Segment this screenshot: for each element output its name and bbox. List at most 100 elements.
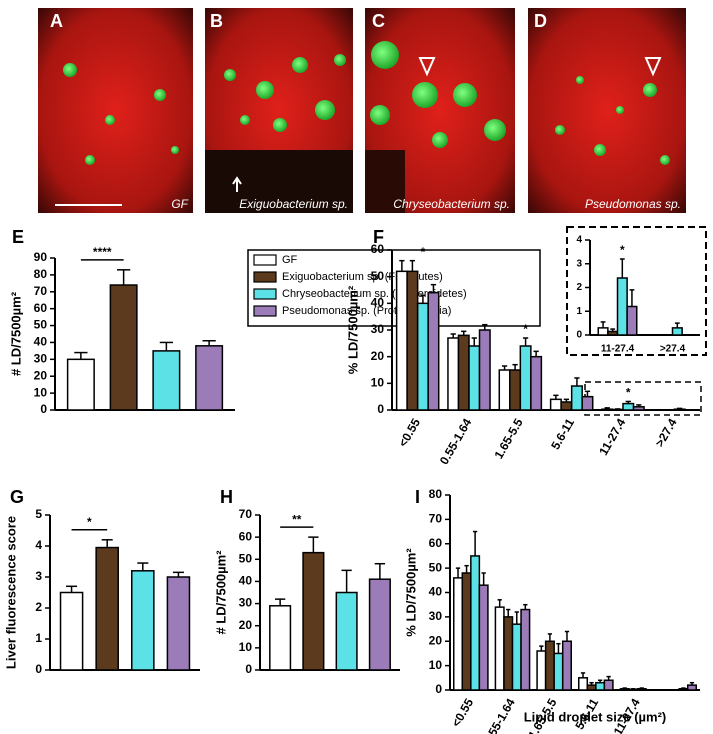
bar	[595, 681, 606, 691]
bar	[478, 329, 491, 411]
bar	[109, 284, 138, 411]
bar	[678, 688, 689, 691]
micrographs: A B C D GF Exiguobacterium sp. Chryseoba…	[38, 8, 686, 213]
bar	[536, 650, 547, 691]
bar	[686, 684, 697, 691]
bar	[131, 570, 155, 671]
bar	[628, 688, 639, 691]
bar	[509, 369, 522, 411]
bar	[570, 385, 583, 411]
y-tick-label: 2	[576, 282, 582, 293]
y-tick-label: 40	[239, 574, 253, 588]
y-tick-label: 4	[35, 538, 42, 552]
bar	[578, 677, 589, 691]
legend-label: Exiguobacterium sp. (Firmicutes)	[282, 271, 443, 283]
y-tick-label: 0	[377, 402, 384, 416]
bar	[519, 345, 532, 411]
panel-label: H	[220, 487, 233, 507]
x-tick-label: <0.55	[396, 416, 423, 450]
bar	[269, 605, 292, 671]
significance: *	[421, 245, 426, 259]
x-tick-label: 5.6-11	[548, 416, 577, 452]
legend-swatch	[253, 305, 277, 317]
x-axis-label: Lipid droplet size (µm²)	[524, 709, 667, 724]
panel-label: C	[372, 11, 385, 31]
significance: *	[620, 243, 625, 257]
legend-frame	[247, 249, 541, 327]
bar	[368, 578, 391, 671]
panel-label: G	[10, 487, 24, 507]
panel-label: A	[50, 11, 63, 31]
bar	[511, 623, 522, 691]
bar	[335, 591, 358, 671]
bar	[498, 369, 511, 411]
bar	[453, 577, 464, 691]
bar	[553, 652, 564, 691]
bar	[632, 406, 645, 411]
significance: *	[87, 515, 92, 529]
y-tick-label: 0	[576, 330, 582, 341]
y-tick-label: 30	[34, 352, 48, 366]
bar	[95, 546, 119, 671]
y-tick-label: 30	[429, 609, 443, 623]
x-tick-label: 11-27.4	[596, 416, 628, 458]
inset-frame	[566, 226, 707, 356]
y-tick-label: 50	[34, 318, 48, 332]
significance: *	[626, 386, 631, 400]
bar	[601, 408, 614, 411]
bar	[478, 584, 489, 691]
y-tick-label: 4	[576, 235, 582, 246]
y-tick-label: 80	[34, 267, 48, 281]
panel-label: E	[12, 227, 24, 247]
panel-label: F	[373, 227, 384, 247]
y-tick-label: 40	[429, 585, 443, 599]
y-tick-label: 60	[239, 529, 253, 543]
bar	[520, 608, 531, 691]
bar	[603, 679, 614, 691]
significance: *	[523, 322, 528, 336]
legend-label: GF	[282, 254, 298, 266]
y-tick-label: 0	[435, 682, 442, 696]
y-tick-label: 30	[239, 596, 253, 610]
y-axis-label: Liver fluorescence score	[3, 516, 18, 669]
bar	[468, 345, 481, 411]
y-tick-label: 40	[34, 335, 48, 349]
y-tick-label: 20	[429, 633, 443, 647]
bar	[626, 305, 638, 336]
bar	[152, 350, 181, 411]
bar	[195, 345, 224, 411]
bar	[619, 688, 630, 691]
legend-swatch	[253, 288, 277, 300]
y-tick-label: 60	[371, 242, 385, 256]
significance: ****	[93, 245, 112, 259]
bar	[673, 408, 686, 411]
caption: Pseudomonas sp.	[585, 197, 681, 211]
bar	[406, 270, 419, 411]
bar	[549, 398, 562, 411]
y-tick-label: 10	[429, 658, 443, 672]
bar	[622, 402, 635, 411]
bar	[636, 688, 647, 691]
y-tick-label: 0	[40, 402, 47, 416]
y-tick-label: 80	[429, 487, 443, 501]
y-tick-label: 70	[239, 507, 253, 521]
y-tick-label: 5	[35, 507, 42, 521]
bar	[494, 606, 505, 691]
x-tick-label: <0.55	[449, 696, 476, 730]
panel-label: D	[534, 11, 547, 31]
bar	[671, 327, 683, 336]
caption: Chryseobacterium sp.	[393, 197, 510, 211]
x-tick-label: 0.55-1.64	[480, 696, 518, 734]
y-tick-label: 50	[429, 560, 443, 574]
bar	[59, 591, 84, 671]
bar	[544, 640, 555, 691]
y-tick-label: 0	[35, 662, 42, 676]
bar	[461, 572, 472, 691]
y-tick-label: 60	[34, 301, 48, 315]
bar	[530, 355, 543, 411]
y-tick-label: 20	[34, 368, 48, 382]
x-tick-label: >27.4	[660, 344, 686, 355]
y-tick-label: 3	[35, 569, 42, 583]
panel-label: B	[210, 11, 223, 31]
y-tick-label: 70	[429, 512, 443, 526]
